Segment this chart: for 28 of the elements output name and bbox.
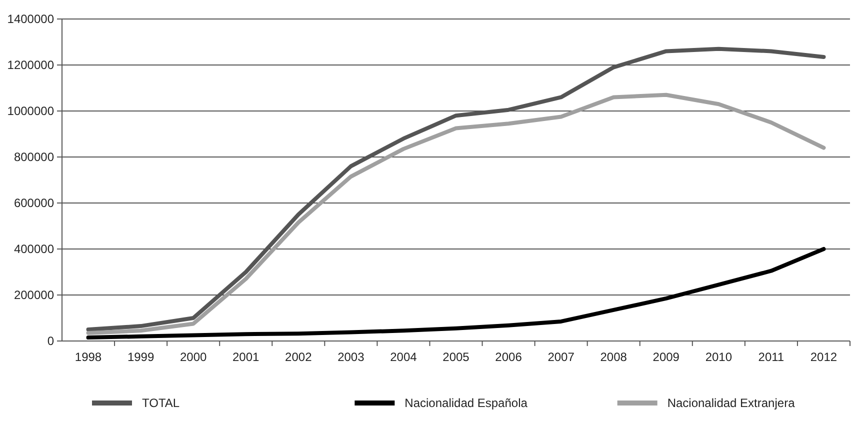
y-tick-label: 800000 bbox=[14, 150, 54, 164]
y-tick-label: 600000 bbox=[14, 196, 54, 210]
x-tick-label: 2010 bbox=[705, 350, 732, 364]
x-tick-label: 2003 bbox=[338, 350, 365, 364]
y-tick-label: 1400000 bbox=[7, 12, 54, 26]
x-tick-label: 2007 bbox=[548, 350, 575, 364]
x-tick-label: 2004 bbox=[390, 350, 418, 364]
x-tick-label: 2012 bbox=[810, 350, 838, 364]
line-series bbox=[86, 92, 826, 335]
x-tick-label: 2000 bbox=[180, 350, 208, 364]
legend-label: Nacionalidad Extranjera bbox=[667, 396, 796, 410]
y-tick-label: 1000000 bbox=[7, 104, 54, 118]
x-tick-label: 1998 bbox=[74, 350, 102, 364]
x-tick-label: 2005 bbox=[442, 350, 470, 364]
y-tick-label: 400000 bbox=[14, 242, 54, 256]
x-tick-label: 2009 bbox=[652, 350, 680, 364]
line-series bbox=[86, 247, 826, 340]
x-tick-label: 2001 bbox=[232, 350, 260, 364]
y-tick-label: 1200000 bbox=[7, 58, 54, 72]
y-tick-label: 200000 bbox=[14, 288, 54, 302]
legend-label: TOTAL bbox=[142, 396, 180, 410]
x-tick-label: 2011 bbox=[758, 350, 784, 364]
x-tick-label: 2002 bbox=[285, 350, 312, 364]
y-tick-label: 0 bbox=[47, 334, 54, 348]
x-tick-label: 1999 bbox=[127, 350, 154, 364]
x-tick-label: 2006 bbox=[495, 350, 522, 364]
x-tick-label: 2008 bbox=[600, 350, 628, 364]
legend-label: Nacionalidad Española bbox=[404, 396, 528, 410]
